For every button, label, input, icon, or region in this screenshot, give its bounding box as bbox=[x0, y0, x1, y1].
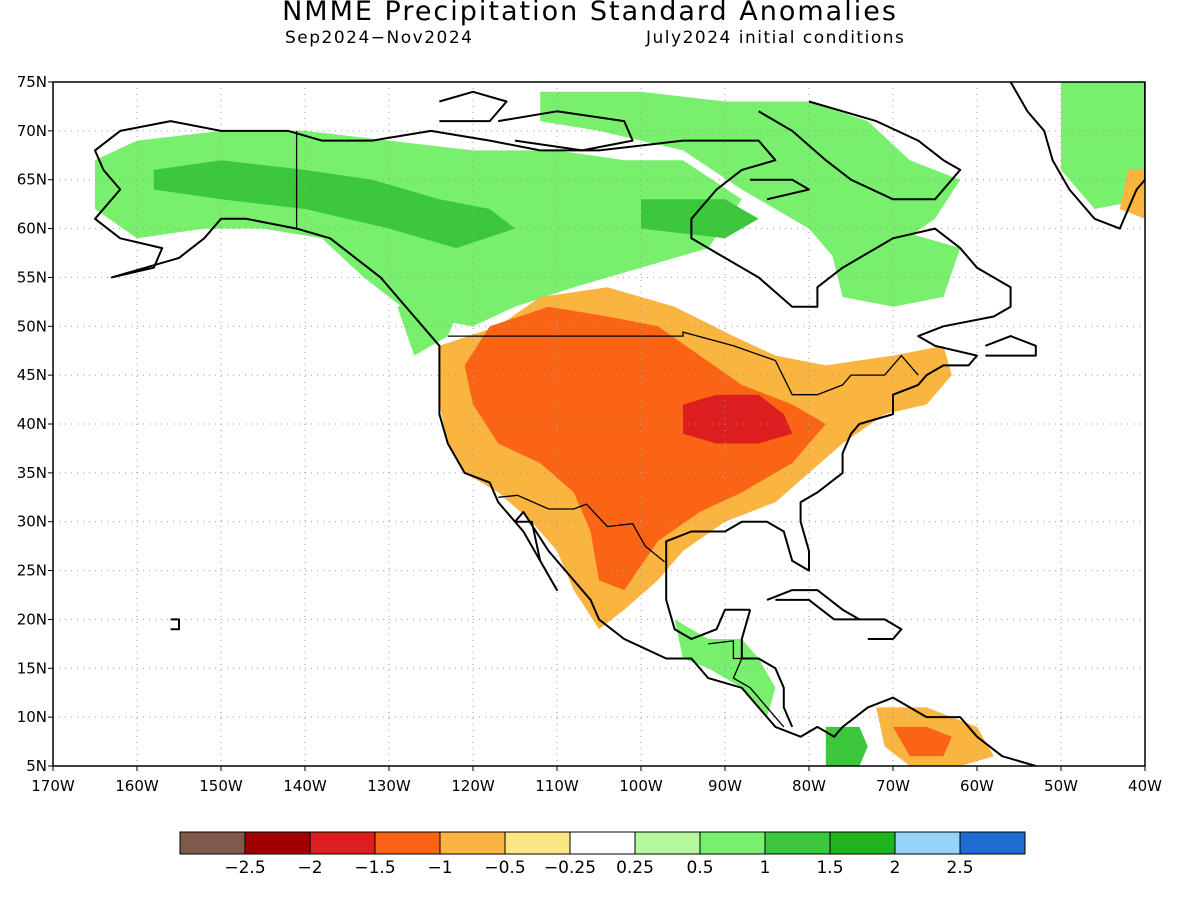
lat-tick-label-70N: 70N bbox=[17, 122, 47, 140]
anomaly-region-midwest-dry-strong bbox=[683, 394, 793, 444]
lon-tick-label-70W: 70W bbox=[876, 777, 910, 795]
anomaly-region-northwest-territories-wet bbox=[641, 199, 759, 239]
anomaly-region-colombia-wet bbox=[825, 726, 868, 766]
colorbar-swatch bbox=[309, 831, 376, 855]
lon-tick-label-80W: 80W bbox=[792, 777, 826, 795]
anomaly-fill-layer bbox=[95, 82, 1145, 766]
lon-tick-label-120W: 120W bbox=[451, 777, 495, 795]
colorbar-swatch bbox=[959, 831, 1026, 855]
colorbar-label: −1 bbox=[427, 858, 452, 878]
map-title: NMME Precipitation Standard Anomalies bbox=[282, 0, 898, 27]
colorbar-swatch bbox=[634, 831, 701, 855]
anomaly-region-venezuela-dry-core bbox=[893, 726, 952, 757]
colorbar-swatch bbox=[894, 831, 961, 855]
coastline-hispaniola bbox=[859, 618, 903, 640]
colorbar: −2.5 −2 −1.5 −1 −0.5 −0.25 0.25 0.5 1 1.5 2 2.5 bbox=[179, 831, 1026, 878]
lon-tick-label-150W: 150W bbox=[199, 777, 243, 795]
lat-tick-label-20N: 20N bbox=[17, 610, 47, 628]
coastline-gulf-and-atlantic-coast bbox=[94, 120, 1012, 640]
border-alaska-canada-border bbox=[295, 130, 381, 278]
coastline-hawaii-big-island bbox=[170, 618, 180, 631]
lon-tick-label-50W: 50W bbox=[1044, 777, 1078, 795]
colorbar-swatch bbox=[439, 831, 506, 855]
anomaly-region-labrador-wet bbox=[825, 228, 961, 307]
lat-tick-label-65N: 65N bbox=[17, 171, 47, 189]
lat-tick-label-55N: 55N bbox=[17, 268, 47, 286]
colorbar-swatch bbox=[764, 831, 831, 855]
coastline-north-american-mainland bbox=[94, 169, 1037, 766]
border-us-canada-border bbox=[447, 331, 919, 396]
coastline-yucatan-central-america-east bbox=[740, 609, 794, 728]
border-central-america-borders bbox=[708, 640, 785, 728]
colorbar-swatch bbox=[179, 831, 246, 855]
coastline-victoria-island bbox=[498, 110, 634, 152]
colorbar-swatch bbox=[569, 831, 636, 855]
political-borders-layer bbox=[295, 130, 919, 728]
lat-tick-label-40N: 40N bbox=[17, 415, 47, 433]
colorbar-label: 0.25 bbox=[616, 858, 654, 878]
coastline-greenland bbox=[1009, 82, 1145, 230]
colorbar-label: 2.5 bbox=[946, 858, 973, 878]
axis-ticks-layer: 170W 160W 150W 140W 130W 120W 110W 100W 90W 80W 70… bbox=[17, 73, 1162, 795]
lon-tick-label-160W: 160W bbox=[115, 777, 159, 795]
colorbar-swatch bbox=[244, 831, 311, 855]
colorbar-swatch bbox=[504, 831, 571, 855]
colorbar-label: 2 bbox=[890, 858, 901, 878]
lon-tick-label-100W: 100W bbox=[619, 777, 663, 795]
lon-tick-label-60W: 60W bbox=[960, 777, 994, 795]
colorbar-label: −0.25 bbox=[544, 858, 596, 878]
lat-tick-label-45N: 45N bbox=[17, 366, 47, 384]
colorbar-label: −2 bbox=[297, 858, 322, 878]
anomaly-region-west-coast-wet bbox=[397, 297, 457, 356]
init-conditions-label: July2024 initial conditions bbox=[646, 28, 906, 48]
lat-tick-label-75N: 75N bbox=[17, 73, 47, 91]
colorbar-swatch bbox=[374, 831, 441, 855]
colorbar-label: −1.5 bbox=[354, 858, 395, 878]
coastline-newfoundland bbox=[985, 335, 1037, 357]
lon-tick-label-90W: 90W bbox=[708, 777, 742, 795]
coastline-baffin-island bbox=[758, 100, 962, 201]
colorbar-label: −2.5 bbox=[224, 858, 265, 878]
colorbar-swatch bbox=[829, 831, 896, 855]
anomaly-region-us-dry-core bbox=[464, 306, 826, 591]
valid-period-label: Sep2024−Nov2024 bbox=[285, 28, 474, 48]
lat-tick-label-10N: 10N bbox=[17, 708, 47, 726]
colorbar-label: 0.5 bbox=[686, 858, 713, 878]
lat-tick-label-50N: 50N bbox=[17, 317, 47, 335]
lon-tick-label-170W: 170W bbox=[31, 777, 75, 795]
coastline-cuba bbox=[766, 589, 861, 621]
lon-tick-label-40W: 40W bbox=[1128, 777, 1162, 795]
lat-tick-label-60N: 60N bbox=[17, 220, 47, 238]
anomaly-region-yukon-core-wet bbox=[153, 160, 516, 249]
colorbar-swatch bbox=[699, 831, 766, 855]
anomaly-region-greenland-wet bbox=[1061, 82, 1145, 209]
lat-tick-label-25N: 25N bbox=[17, 562, 47, 580]
lon-tick-label-130W: 130W bbox=[367, 777, 411, 795]
coastline-banks-island bbox=[439, 90, 508, 123]
lon-tick-label-110W: 110W bbox=[535, 777, 579, 795]
colorbar-label: 1.5 bbox=[816, 858, 843, 878]
colorbar-label: 1 bbox=[760, 858, 771, 878]
anomaly-region-greenland-dry bbox=[1119, 169, 1145, 219]
lon-tick-label-140W: 140W bbox=[283, 777, 327, 795]
lat-tick-label-30N: 30N bbox=[17, 513, 47, 531]
lat-tick-label-35N: 35N bbox=[17, 464, 47, 482]
border-us-mexico-border bbox=[498, 494, 665, 563]
lat-tick-label-5N: 5N bbox=[26, 757, 47, 775]
colorbar-label: −0.5 bbox=[484, 858, 525, 878]
coastline-southampton-island bbox=[750, 178, 810, 201]
coastlines-layer bbox=[94, 82, 1145, 766]
lat-tick-label-15N: 15N bbox=[17, 659, 47, 677]
